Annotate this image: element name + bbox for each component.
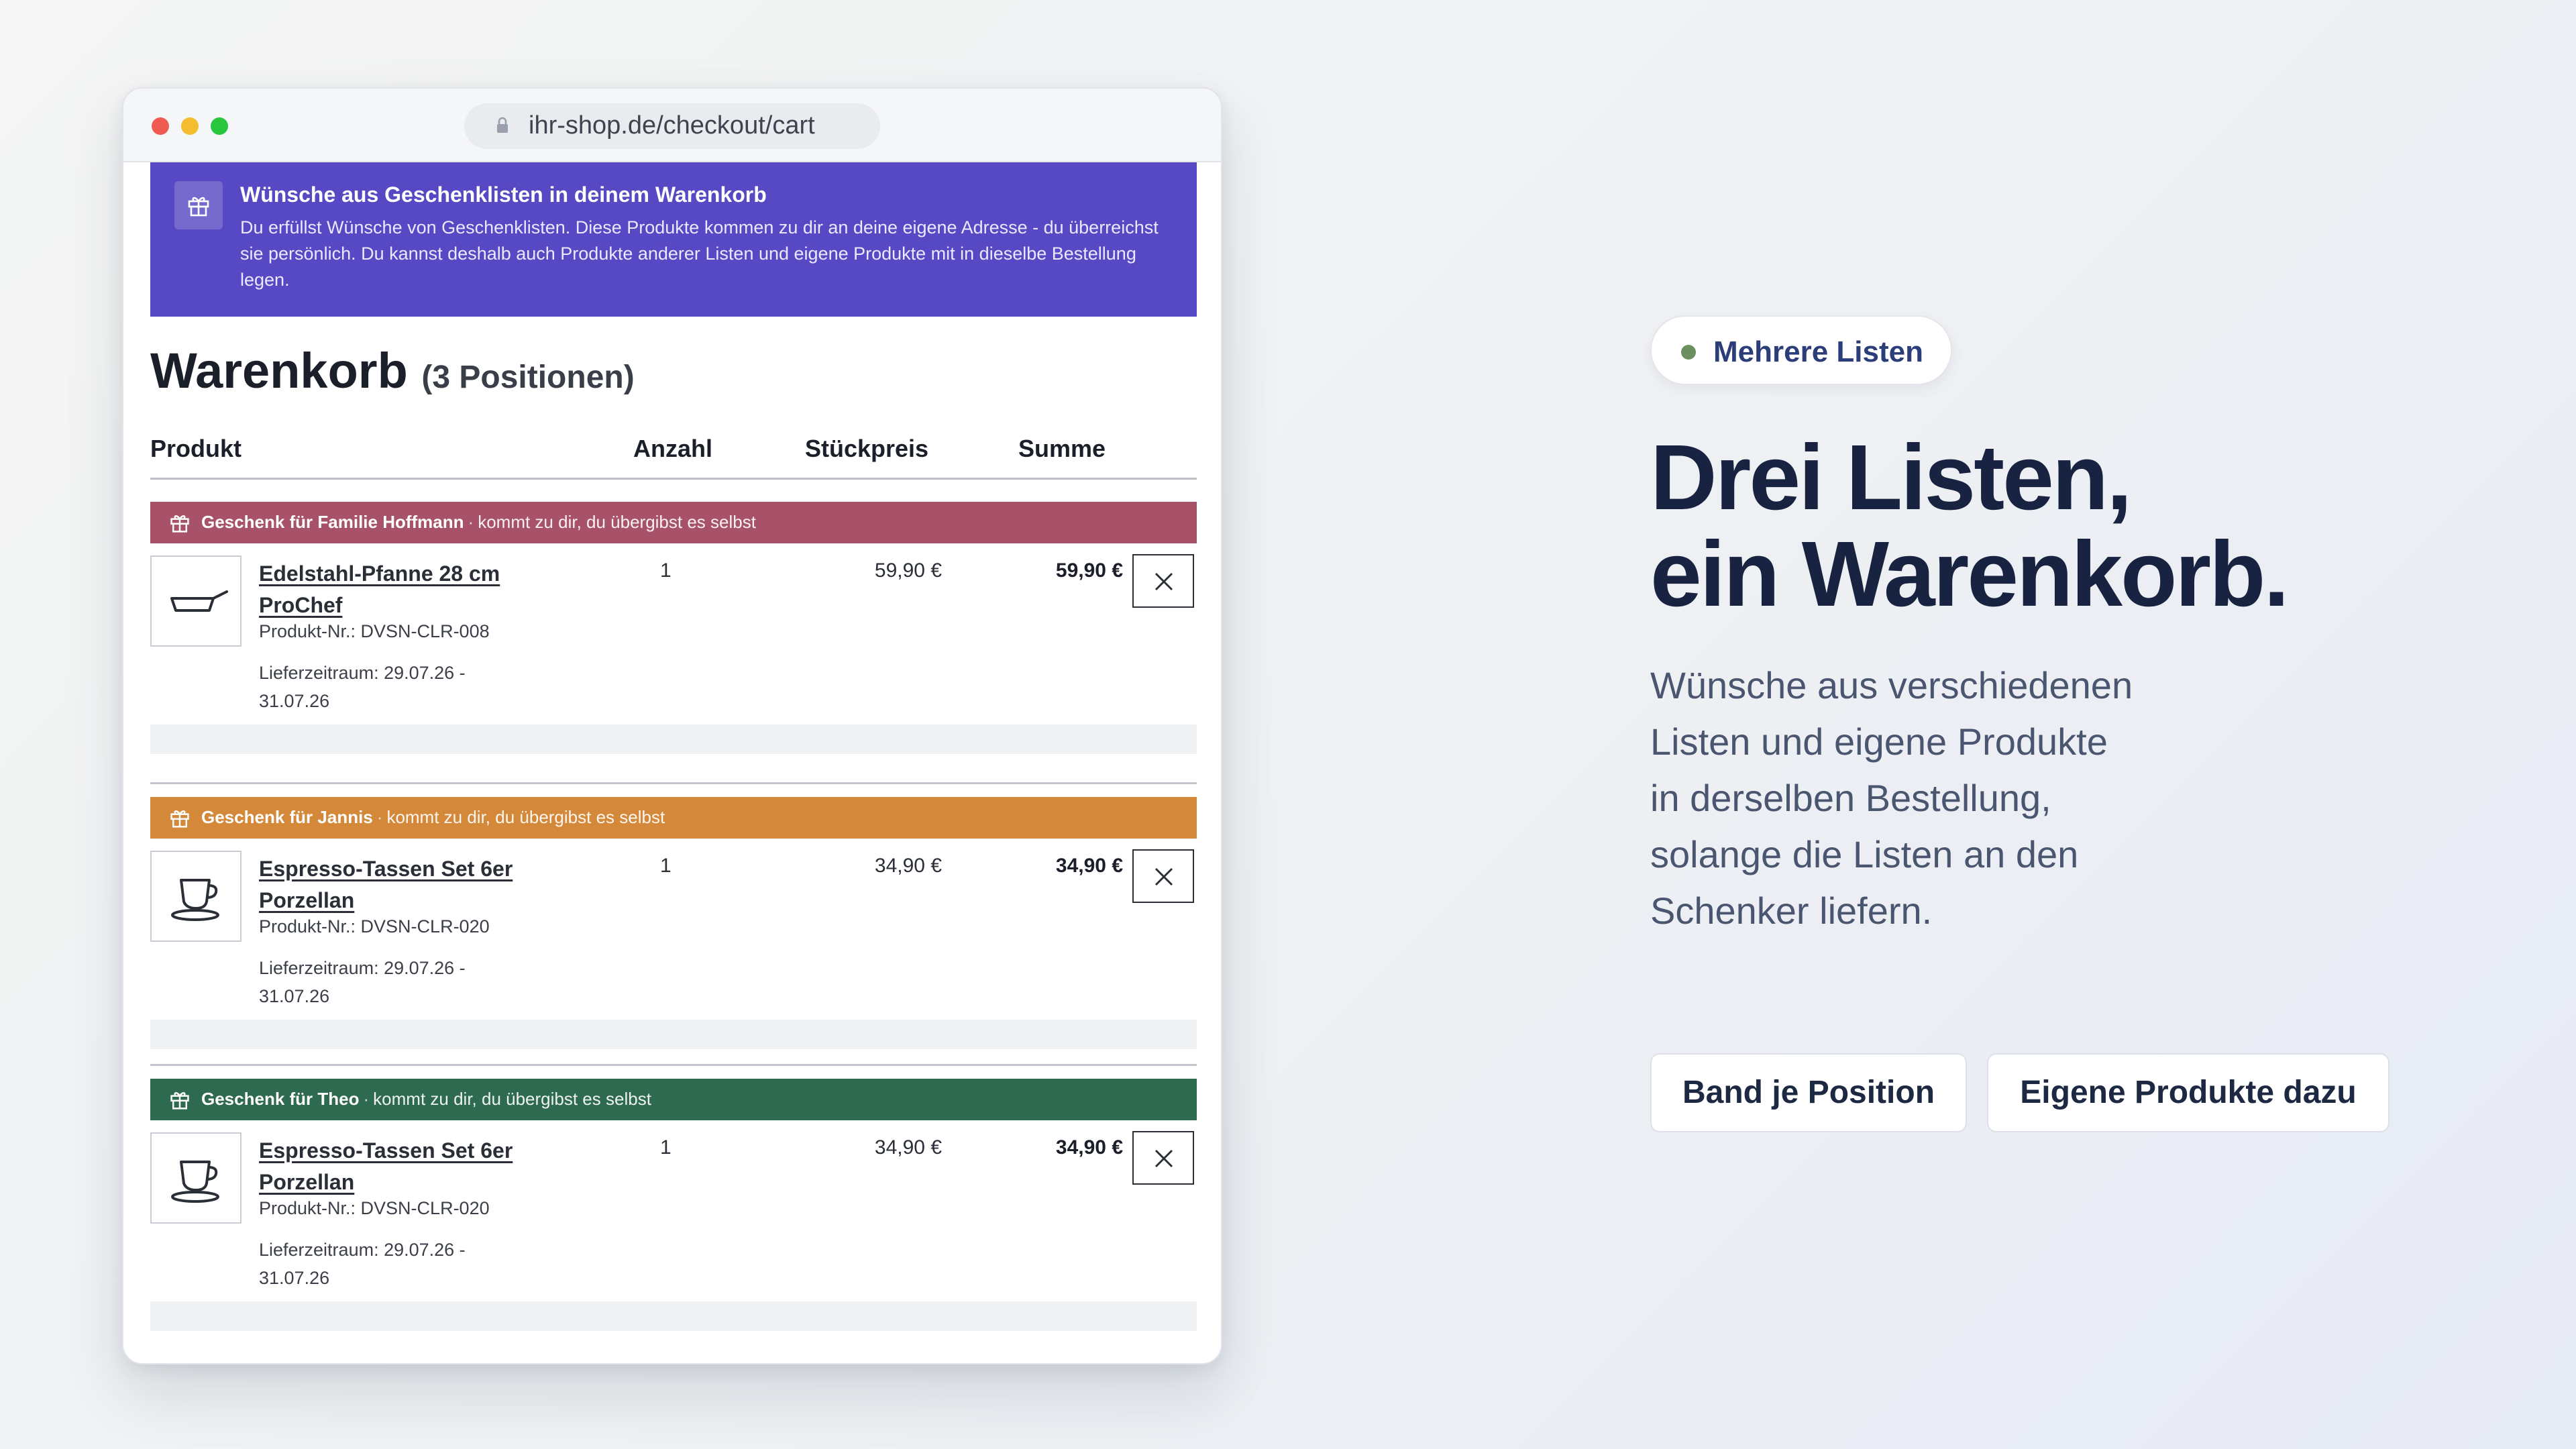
cart-item: Geschenk für Theo · kommt zu dir, du überg… (150, 1079, 1197, 1347)
remove-item-button[interactable] (1132, 554, 1194, 608)
giftlist-info-banner: Wünsche aus Geschenklisten in deinem War… (150, 162, 1197, 317)
band-separator: · (376, 807, 383, 827)
column-header-product: Produkt (150, 435, 242, 462)
band-separator: · (468, 512, 474, 532)
gift-band-note: kommt zu dir, du übergibst es selbst (373, 1089, 651, 1109)
gift-band: Geschenk für Theo · kommt zu dir, du überg… (150, 1079, 1197, 1120)
item-footer-bar (150, 1020, 1197, 1049)
item-quantity[interactable]: 1 (660, 1136, 672, 1159)
gift-icon (170, 515, 189, 533)
cup-icon (171, 1161, 219, 1203)
hero-title-line2: ein Warenkorb. (1650, 523, 2290, 626)
banner-text: Du erfüllst Wünsche von Geschenklisten. … (240, 217, 1159, 290)
product-sku: Produkt-Nr.: DVSN-CLR-020 (259, 1198, 490, 1218)
product-name-link[interactable]: Espresso-Tassen Set 6er Porzellan (259, 857, 513, 912)
hero-title: Drei Listen, ein Warenkorb. (1650, 429, 2522, 623)
item-divider (150, 1064, 1197, 1066)
item-total: 34,90 € (1055, 1136, 1123, 1159)
close-icon (1155, 867, 1173, 886)
gift-band: Geschenk für Familie Hoffmann · kommt zu d… (150, 502, 1197, 543)
address-bar[interactable]: ihr-shop.de/checkout/cart (464, 103, 880, 149)
gift-band-text: Geschenk für Theo · kommt zu dir, du überg… (201, 1089, 651, 1110)
product-sku: Produkt-Nr.: DVSN-CLR-008 (259, 621, 490, 641)
item-unit-price: 34,90 € (874, 1136, 942, 1159)
lock-icon (497, 117, 508, 133)
gift-band-text: Geschenk für Familie Hoffmann · kommt zu d… (201, 512, 756, 533)
delivery-period: Lieferzeitraum: 29.07.26 - 31.07.26 (259, 663, 466, 711)
item-total: 34,90 € (1055, 855, 1123, 877)
cart-item: Geschenk für Familie Hoffmann · kommt zu d… (150, 502, 1197, 770)
remove-item-button[interactable] (1132, 1131, 1194, 1185)
page-title: Warenkorb (3 Positionen) (150, 342, 635, 399)
pan-icon (170, 590, 228, 612)
gift-band: Geschenk für Jannis · kommt zu dir, du übe… (150, 797, 1197, 839)
cart-title: Warenkorb (150, 343, 408, 398)
item-quantity[interactable]: 1 (660, 855, 672, 877)
product-thumbnail[interactable] (150, 851, 241, 942)
band-per-position-button[interactable]: Band je Position (1650, 1053, 1967, 1132)
product-thumbnail[interactable] (150, 1132, 241, 1224)
minimize-window-button[interactable] (181, 117, 199, 135)
item-unit-price: 34,90 € (874, 855, 942, 877)
delivery-period: Lieferzeitraum: 29.07.26 - 31.07.26 (259, 958, 466, 1006)
column-header-unit-price: Stückpreis (805, 435, 929, 462)
item-footer-bar (150, 724, 1197, 754)
gift-icon (170, 810, 189, 828)
close-icon (1155, 1149, 1173, 1168)
item-divider (150, 782, 1197, 784)
hero-title-line1: Drei Listen, (1650, 426, 2133, 529)
item-quantity[interactable]: 1 (660, 559, 672, 582)
gift-icon (174, 181, 223, 229)
gift-band-note: kommt zu dir, du übergibst es selbst (386, 807, 665, 827)
cart-item: Geschenk für Jannis · kommt zu dir, du übe… (150, 797, 1197, 1065)
column-header-total: Summe (1018, 435, 1106, 462)
product-name-link[interactable]: Edelstahl-Pfanne 28 cm ProChef (259, 561, 500, 617)
gift-recipient: Geschenk für Familie Hoffmann (201, 512, 464, 532)
browser-window: ihr-shop.de/checkout/cart Wünsche aus Ge… (122, 87, 1222, 1364)
url-text: ihr-shop.de/checkout/cart (529, 111, 815, 140)
gift-icon (170, 1092, 189, 1110)
feature-badge-label: Mehrere Listen (1713, 335, 1923, 368)
delivery-period: Lieferzeitraum: 29.07.26 - 31.07.26 (259, 1240, 466, 1288)
item-total: 59,90 € (1055, 559, 1123, 582)
item-unit-price: 59,90 € (874, 559, 942, 582)
feature-badge: Mehrere Listen (1650, 315, 1952, 385)
gift-band-note: kommt zu dir, du übergibst es selbst (478, 512, 756, 532)
cup-icon (171, 879, 219, 921)
product-name-link[interactable]: Espresso-Tassen Set 6er Porzellan (259, 1138, 513, 1194)
maximize-window-button[interactable] (211, 117, 228, 135)
cart-item-count: (3 Positionen) (421, 360, 635, 395)
close-window-button[interactable] (152, 117, 169, 135)
column-header-quantity: Anzahl (633, 435, 713, 462)
product-sku: Produkt-Nr.: DVSN-CLR-020 (259, 916, 490, 936)
status-dot (1681, 345, 1696, 360)
remove-item-button[interactable] (1132, 849, 1194, 903)
banner-title: Wünsche aus Geschenklisten in deinem War… (240, 182, 767, 207)
gift-band-text: Geschenk für Jannis · kommt zu dir, du übe… (201, 807, 665, 828)
close-icon (1155, 572, 1173, 591)
page-content: Wünsche aus Geschenklisten in deinem War… (123, 162, 1221, 1363)
item-footer-bar (150, 1301, 1197, 1331)
gift-recipient: Geschenk für Jannis (201, 807, 373, 827)
hero-description: Wünsche aus verschiedenen Listen und eig… (1650, 664, 2133, 932)
gift-recipient: Geschenk für Theo (201, 1089, 360, 1109)
cart-table-header: Produkt Anzahl Stückpreis Summe (150, 417, 1197, 480)
product-thumbnail[interactable] (150, 555, 241, 647)
add-own-products-button[interactable]: Eigene Produkte dazu (1987, 1053, 2390, 1132)
band-separator: · (363, 1089, 370, 1109)
browser-titlebar: ihr-shop.de/checkout/cart (123, 89, 1221, 162)
